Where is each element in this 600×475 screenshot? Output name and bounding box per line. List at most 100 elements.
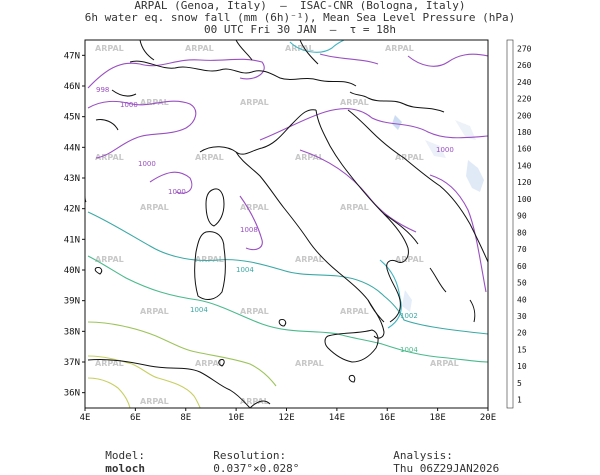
colorbar-label: 40 [517, 295, 527, 304]
watermark-text: ARPAL [295, 153, 324, 162]
x-tick-label: 20E [480, 413, 496, 423]
y-tick-label: 41N [64, 235, 80, 245]
coastline-layer [85, 40, 488, 408]
watermark-text: ARPAL [240, 397, 269, 406]
isobar-labels: 998 1000 1000 1000 1000 1008 1004 1004 1… [96, 86, 454, 354]
isobar-1000 [87, 100, 197, 159]
watermark-text: ARPAL [295, 359, 324, 368]
colorbar-label: 70 [517, 245, 527, 254]
x-tick-label: 12E [278, 413, 294, 423]
colorbar-label: 160 [517, 145, 532, 154]
analysis-value: Thu 06Z29JAN2026 [393, 462, 500, 475]
footer-model: Model: moloch [92, 436, 145, 475]
y-tick-label: 47N [64, 51, 80, 61]
watermark-text: ARPAL [95, 359, 124, 368]
watermark-text: ARPAL [430, 359, 459, 368]
watermark-text: ARPAL [240, 98, 269, 107]
isobar-1006 [87, 255, 488, 363]
watermark-text: ARPAL [195, 153, 224, 162]
y-tick-label: 38N [64, 327, 80, 337]
y-tick-label: 43N [64, 174, 80, 184]
colorbar-label: 200 [517, 111, 532, 120]
isobar-1000 [239, 195, 263, 251]
watermark-text: ARPAL [340, 307, 369, 316]
map-figure: ARPAL ARPAL ARPAL ARPAL ARPAL ARPAL ARPA… [64, 39, 532, 423]
colorbar-label: 1 [517, 396, 522, 405]
isobar-1008 [87, 321, 277, 387]
watermark-text: ARPAL [140, 397, 169, 406]
model-label: Model: [105, 449, 145, 462]
colorbar-label: 30 [517, 312, 527, 321]
colorbar-label: 10 [517, 362, 527, 371]
isobar-1002 [289, 40, 345, 53]
footer-analysis: Analysis: Thu 06Z29JAN2026 [380, 436, 499, 475]
watermark-text: ARPAL [95, 153, 124, 162]
colorbar-label: 60 [517, 262, 527, 271]
isobar-label: 1004 [236, 266, 254, 274]
isobar-998 [87, 58, 265, 89]
isobar-998 [407, 53, 488, 67]
watermark-text: ARPAL [95, 44, 124, 53]
isobar-label: 998 [96, 86, 109, 94]
y-tick-label: 46N [64, 82, 80, 92]
watermark-text: ARPAL [385, 44, 414, 53]
x-tick-label: 6E [130, 413, 141, 423]
x-tick-label: 8E [180, 413, 191, 423]
watermark-text: ARPAL [195, 359, 224, 368]
watermark-text: ARPAL [395, 255, 424, 264]
colorbar-label: 240 [517, 78, 532, 87]
title-line-3: 00 UTC Fri 30 JAN — τ = 18h [203, 23, 397, 36]
watermark-text: ARPAL [295, 255, 324, 264]
map-frame [85, 40, 488, 408]
title-line-1: ARPAL (Genoa, Italy) — ISAC-CNR (Bologna… [134, 0, 466, 12]
title-line-2: 6h water eq. snow fall (mm (6h)⁻¹), Mean… [84, 11, 516, 24]
x-tick-label: 10E [228, 413, 244, 423]
isobar-label: 1002 [400, 312, 418, 320]
isobar-label: 1000 [168, 188, 186, 196]
watermark-text: ARPAL [340, 203, 369, 212]
y-tick-label: 42N [64, 205, 80, 215]
colorbar-label: 90 [517, 212, 527, 221]
watermark-text: ARPAL [140, 203, 169, 212]
colorbar-label: 180 [517, 128, 532, 137]
isobar-label: 1000 [120, 101, 138, 109]
colorbar-label: 260 [517, 61, 532, 70]
isobar-label: 1008 [240, 226, 258, 234]
colorbar-label: 220 [517, 95, 532, 104]
isobar-layer [87, 40, 488, 408]
y-tick-label: 39N [64, 297, 80, 307]
watermark-text: ARPAL [395, 153, 424, 162]
analysis-label: Analysis: [393, 449, 453, 462]
watermark-text: ARPAL [95, 255, 124, 264]
isobar-1000 [259, 108, 488, 141]
isobar-1000 [429, 174, 487, 293]
isobar-label: 1000 [436, 146, 454, 154]
colorbar-label: 50 [517, 279, 527, 288]
isobar-label: 1004 [400, 346, 418, 354]
snowfall-patches [392, 115, 484, 312]
watermark-text: ARPAL [240, 307, 269, 316]
y-tick-label: 36N [64, 389, 80, 399]
watermark-text: ARPAL [195, 255, 224, 264]
colorbar-label: 5 [517, 379, 522, 388]
watermark-text: ARPAL [140, 307, 169, 316]
colorbar-label: 270 [517, 44, 532, 53]
isobar-label: 1004 [190, 306, 208, 314]
colorbar-label: 80 [517, 228, 527, 237]
y-tick-label: 45N [64, 113, 80, 123]
y-tick-label: 44N [64, 143, 80, 153]
y-tick-label: 40N [64, 266, 80, 276]
axis-ticks: 4E 6E 8E 10E 12E 14E 16E 18E 20E 36N 37N 38N 39N 40N 4… [64, 51, 496, 423]
colorbar-label: 20 [517, 329, 527, 338]
resolution-label: Resolution: [213, 449, 287, 462]
x-tick-label: 18E [429, 413, 445, 423]
colorbar-frame [506, 39, 514, 409]
isobar-1000 [299, 149, 417, 233]
colorbar-label: 100 [517, 195, 532, 204]
x-tick-label: 16E [379, 413, 395, 423]
footer-resolution: Resolution: 0.037°×0.028° [200, 436, 299, 475]
watermark-text: ARPAL [140, 98, 169, 107]
watermark-layer: ARPAL ARPAL ARPAL ARPAL ARPAL ARPAL ARPA… [95, 44, 459, 406]
x-tick-label: 14E [329, 413, 345, 423]
colorbar-label: 140 [517, 161, 532, 170]
